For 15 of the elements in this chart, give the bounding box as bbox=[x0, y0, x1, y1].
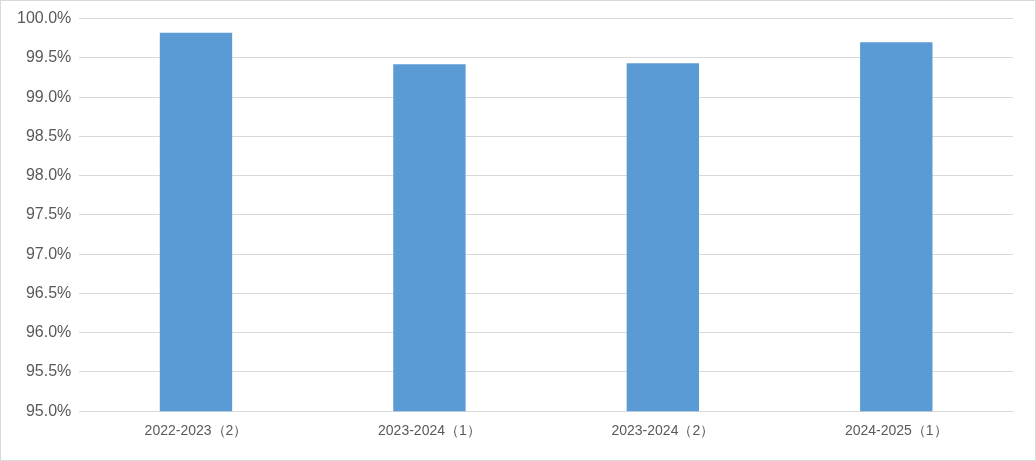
y-tick-label: 96.0% bbox=[25, 323, 72, 341]
x-tick-label: 2024-2025（1） bbox=[844, 422, 948, 439]
y-tick-label: 99.5% bbox=[25, 48, 72, 66]
x-tick-label: 2022-2023（2） bbox=[144, 422, 248, 439]
y-tick-label: 97.5% bbox=[25, 205, 72, 223]
y-tick-label: 100.0% bbox=[17, 9, 72, 27]
y-tick-label: 97.0% bbox=[25, 244, 72, 262]
x-tick-label: 2023-2024（1） bbox=[378, 422, 481, 439]
y-tick-label: 98.0% bbox=[25, 166, 72, 184]
y-tick-label: 98.5% bbox=[25, 126, 72, 144]
y-tick-label: 99.0% bbox=[25, 87, 72, 105]
y-tick-label: 95.0% bbox=[25, 401, 72, 419]
x-tick-label: 2023-2024（2） bbox=[611, 422, 715, 439]
y-tick-label: 96.5% bbox=[25, 283, 72, 301]
y-tick-label: 95.5% bbox=[25, 362, 72, 380]
